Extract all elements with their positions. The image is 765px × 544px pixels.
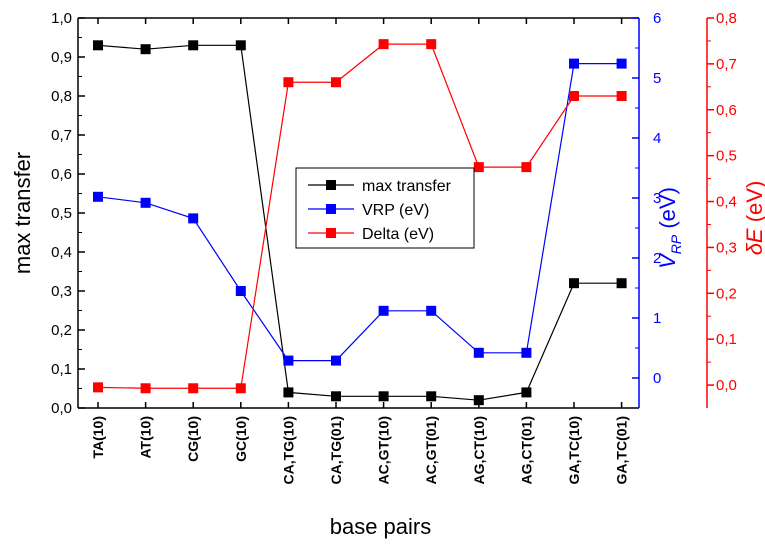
- vrp-tick-label: 3: [653, 190, 661, 207]
- series-marker: [378, 305, 389, 316]
- series-marker: [616, 58, 627, 69]
- delta-tick-label: 0,3: [716, 239, 737, 256]
- left-tick-label: 0,7: [51, 127, 72, 144]
- x-axis-title: base pairs: [330, 514, 432, 539]
- x-category-label: TA(10): [90, 416, 106, 459]
- series-marker: [93, 40, 103, 51]
- series-marker: [235, 40, 246, 51]
- left-axis: 0,0 0,1 0,2 0,3 0,4 0,5 0,6 0,7 0,8 0,9 1,0: [51, 10, 85, 417]
- delta-tick-label: 0,2: [716, 285, 737, 302]
- series-marker: [378, 391, 389, 402]
- x-category-label: CA,TG(10): [280, 416, 296, 484]
- x-category-label: GC(10): [233, 416, 249, 462]
- series-marker: [93, 191, 103, 202]
- left-tick-label: 0,0: [51, 400, 72, 417]
- left-tick-label: 0,3: [51, 283, 72, 300]
- series-marker: [473, 162, 484, 173]
- left-tick-label: 0,1: [51, 361, 72, 378]
- series-marker: [188, 213, 199, 224]
- series-marker: [331, 355, 341, 366]
- left-tick-label: 0,8: [51, 88, 72, 105]
- series-line: [97, 62, 622, 362]
- legend-box: [295, 167, 475, 249]
- series-marker: [235, 383, 246, 394]
- delta-tick-label: 0,0: [716, 377, 737, 394]
- x-category-label: AT(10): [138, 416, 154, 459]
- series-marker: [140, 197, 151, 208]
- vrp-axis-title: VRP (eV): [655, 187, 684, 269]
- series-marker: [235, 286, 246, 296]
- series-marker: [283, 77, 294, 88]
- series-marker: [616, 278, 627, 289]
- series-marker: [616, 91, 627, 101]
- legend-label: max transfer: [362, 178, 452, 195]
- left-tick-label: 0,5: [51, 205, 72, 222]
- x-category-label: GA,TC(10): [566, 416, 582, 484]
- series-marker: [426, 391, 437, 402]
- legend-marker: [326, 228, 336, 238]
- series-marker: [283, 355, 294, 366]
- delta-tick-label: 0,5: [716, 148, 737, 165]
- vrp-tick-label: 2: [653, 250, 661, 267]
- series-marker: [188, 40, 199, 51]
- x-category-label: CG(10): [185, 416, 201, 462]
- series-marker: [569, 278, 579, 289]
- x-category-label: GA,TC(01): [614, 416, 630, 484]
- left-tick-label: 0,2: [51, 322, 72, 339]
- series-marker: [93, 382, 103, 393]
- x-category-label: AC,GT(01): [423, 416, 439, 484]
- series-marker: [426, 39, 437, 50]
- series-marker: [521, 347, 532, 358]
- left-axis-title: max transfer: [10, 152, 35, 274]
- x-category-label: AG,CT(10): [471, 416, 487, 484]
- vrp-tick-label: 0: [653, 370, 661, 387]
- series-marker: [521, 162, 532, 173]
- series-line: [97, 44, 622, 401]
- series-marker: [378, 39, 389, 50]
- left-tick-label: 1,0: [51, 10, 72, 27]
- delta-tick-label: 0,7: [716, 56, 737, 73]
- vrp-tick-label: 5: [653, 70, 661, 87]
- series-marker: [426, 305, 437, 316]
- series-line: [97, 43, 622, 389]
- vrp-tick-label: 4: [653, 130, 661, 147]
- series-marker: [473, 347, 484, 358]
- series-marker: [569, 91, 579, 101]
- delta-axis: 0,0 0,1 0,2 0,3 0,4 0,5 0,6 0,7 0,8: [706, 10, 737, 408]
- series-marker: [331, 391, 341, 402]
- plot-frame: [78, 17, 639, 409]
- legend-label: VRP (eV): [362, 202, 429, 219]
- delta-axis-title: δE (eV): [742, 181, 765, 256]
- series-layer: [93, 39, 627, 406]
- left-tick-label: 0,4: [51, 244, 72, 261]
- legend: max transfer VRP (eV) Delta (eV): [295, 167, 475, 249]
- series-marker: [140, 383, 151, 394]
- x-category-label: AC,GT(10): [376, 416, 392, 484]
- delta-tick-label: 0,6: [716, 102, 737, 119]
- delta-tick-label: 0,8: [716, 10, 737, 27]
- series-marker: [521, 387, 532, 398]
- axis-titles: max transfer base pairs VRP (eV) δE (eV): [10, 152, 765, 539]
- series-marker: [331, 77, 341, 88]
- vrp-tick-label: 6: [653, 10, 661, 27]
- series-marker: [283, 387, 294, 398]
- left-tick-label: 0,9: [51, 49, 72, 66]
- vrp-axis: 0 1 2 3 4 5 6: [632, 10, 661, 408]
- legend-marker: [326, 180, 336, 190]
- x-category-label: AG,CT(01): [518, 416, 534, 484]
- series-marker: [569, 58, 579, 69]
- x-category-label: CA,TG(01): [328, 416, 344, 484]
- delta-tick-label: 0,1: [716, 331, 737, 348]
- legend-marker: [326, 204, 336, 214]
- vrp-tick-label: 1: [653, 310, 661, 327]
- x-axis: TA(10) AT(10) CG(10) GC(10) CA,TG(10) CA,TG(0…: [90, 18, 630, 484]
- legend-label: Delta (eV): [362, 226, 434, 243]
- series-marker: [140, 44, 151, 55]
- left-tick-label: 0,6: [51, 166, 72, 183]
- series-marker: [188, 383, 199, 394]
- delta-tick-label: 0,4: [716, 194, 737, 211]
- series-marker: [473, 395, 484, 406]
